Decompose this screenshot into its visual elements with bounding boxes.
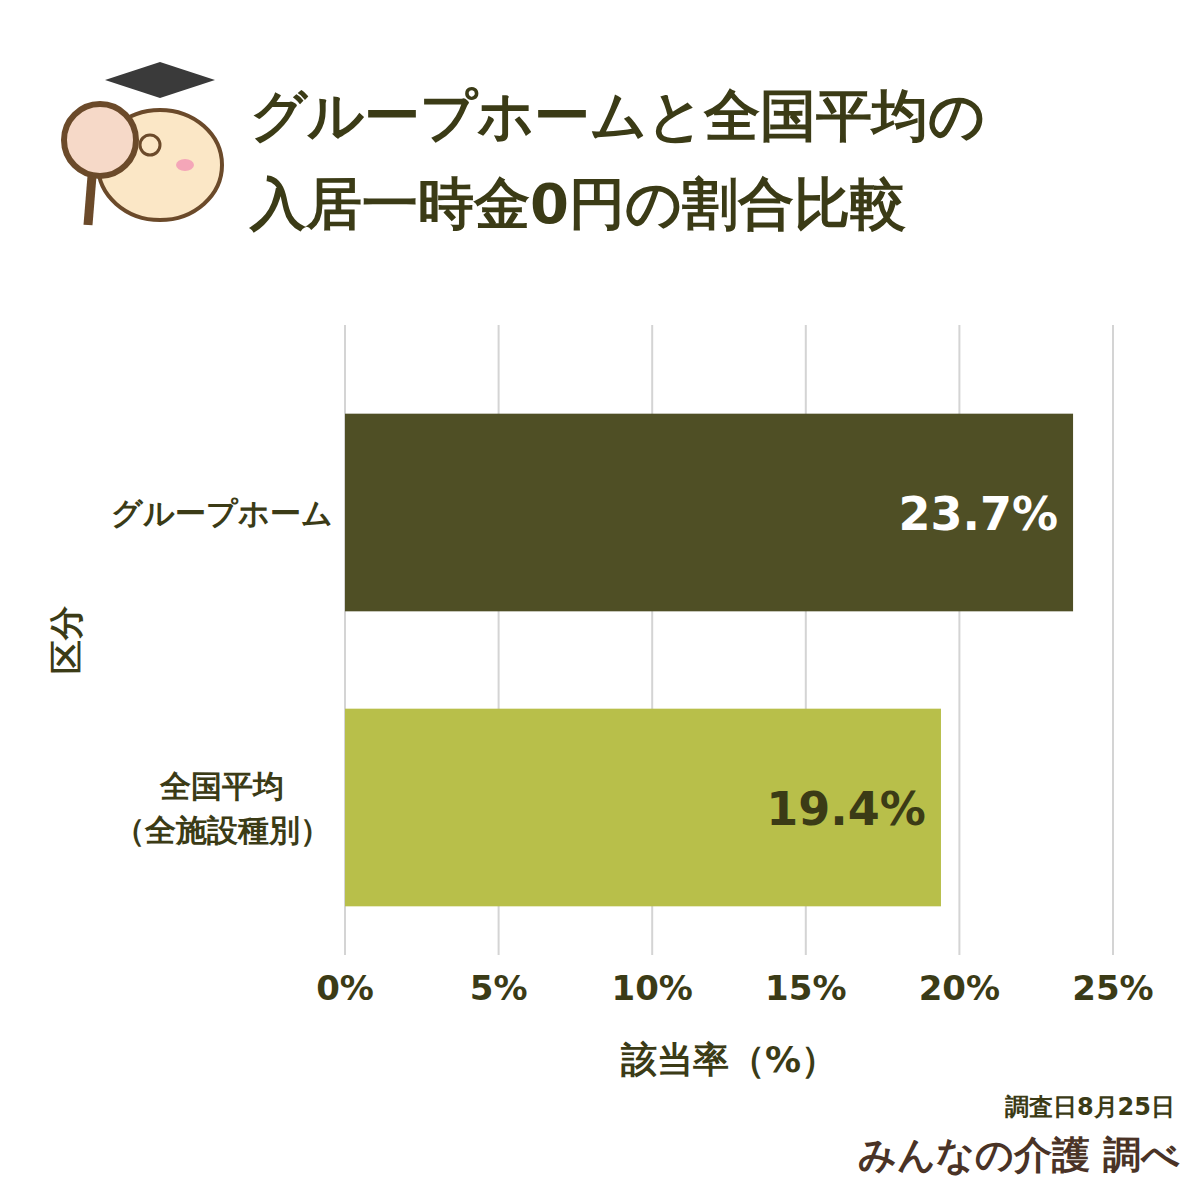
tick-label: 5% <box>470 968 528 1008</box>
bars <box>345 414 1073 907</box>
grid-line <box>1112 325 1114 955</box>
data-label: 19.4% <box>766 782 926 836</box>
text-line: 全国平均 <box>159 768 284 804</box>
text-line: グループホームと全国平均の <box>250 83 985 148</box>
annotation: 調査日8月25日 <box>1005 1093 1175 1121</box>
category-label: グループホーム <box>111 495 333 531</box>
mascot-lens <box>64 104 136 176</box>
text-line: （全施設種別） <box>114 812 331 848</box>
background <box>0 0 1200 1200</box>
mascot-cheek <box>176 159 194 171</box>
y-axis-label: 区分 <box>46 606 86 674</box>
tick-label: 10% <box>612 968 693 1008</box>
x-axis-label: 該当率（%） <box>620 1039 837 1080</box>
mascot-icon <box>64 62 222 225</box>
data-label: 23.7% <box>898 487 1058 541</box>
mascot-glasses <box>140 135 160 155</box>
text-line: グループホーム <box>111 495 333 531</box>
labels: 23.7% グループホーム 19.4% 全国平均 （全施設種別） <box>111 487 1058 848</box>
text-line: 入居一時金0円の割合比較 <box>248 171 906 236</box>
mascot-hat <box>105 62 215 98</box>
mascot-handle <box>88 176 92 225</box>
bar <box>345 414 1073 612</box>
chart: グループホームと全国平均の入居一時金0円の割合比較 0% 5% 10% 15% 20% 25… <box>0 0 1200 1200</box>
x-axis: 0% 5% 10% 15% 20% 25% <box>316 325 1154 1008</box>
bar <box>345 709 941 907</box>
tick-label: 20% <box>919 968 1000 1008</box>
title: グループホームと全国平均の入居一時金0円の割合比較 <box>248 83 985 236</box>
tick-label: 15% <box>765 968 846 1008</box>
tick-label: 0% <box>316 968 374 1008</box>
tick-label: 25% <box>1072 968 1153 1008</box>
annotation: みんなの介護 調べ <box>858 1133 1180 1177</box>
category-label: 全国平均 （全施設種別） <box>114 768 331 848</box>
